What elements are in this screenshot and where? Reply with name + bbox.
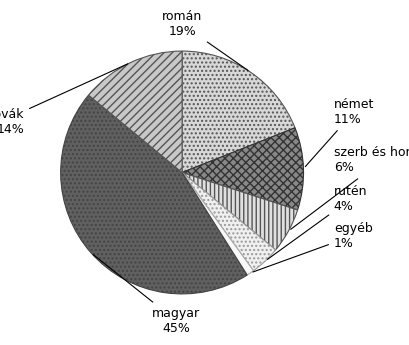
Wedge shape [61,95,247,294]
Text: szlovák
14%: szlovák 14% [0,64,128,136]
Text: román
19%: román 19% [162,10,248,70]
Wedge shape [182,128,303,210]
Wedge shape [88,51,182,172]
Text: rutén
4%: rutén 4% [267,185,367,259]
Text: egyéb
1%: egyéb 1% [253,221,373,272]
Text: német
11%: német 11% [305,98,374,167]
Wedge shape [182,172,276,271]
Wedge shape [182,172,254,275]
Text: magyar
45%: magyar 45% [93,255,200,335]
Wedge shape [182,172,298,250]
Text: szerb és horvát
6%: szerb és horvát 6% [291,146,409,229]
Wedge shape [182,51,295,172]
